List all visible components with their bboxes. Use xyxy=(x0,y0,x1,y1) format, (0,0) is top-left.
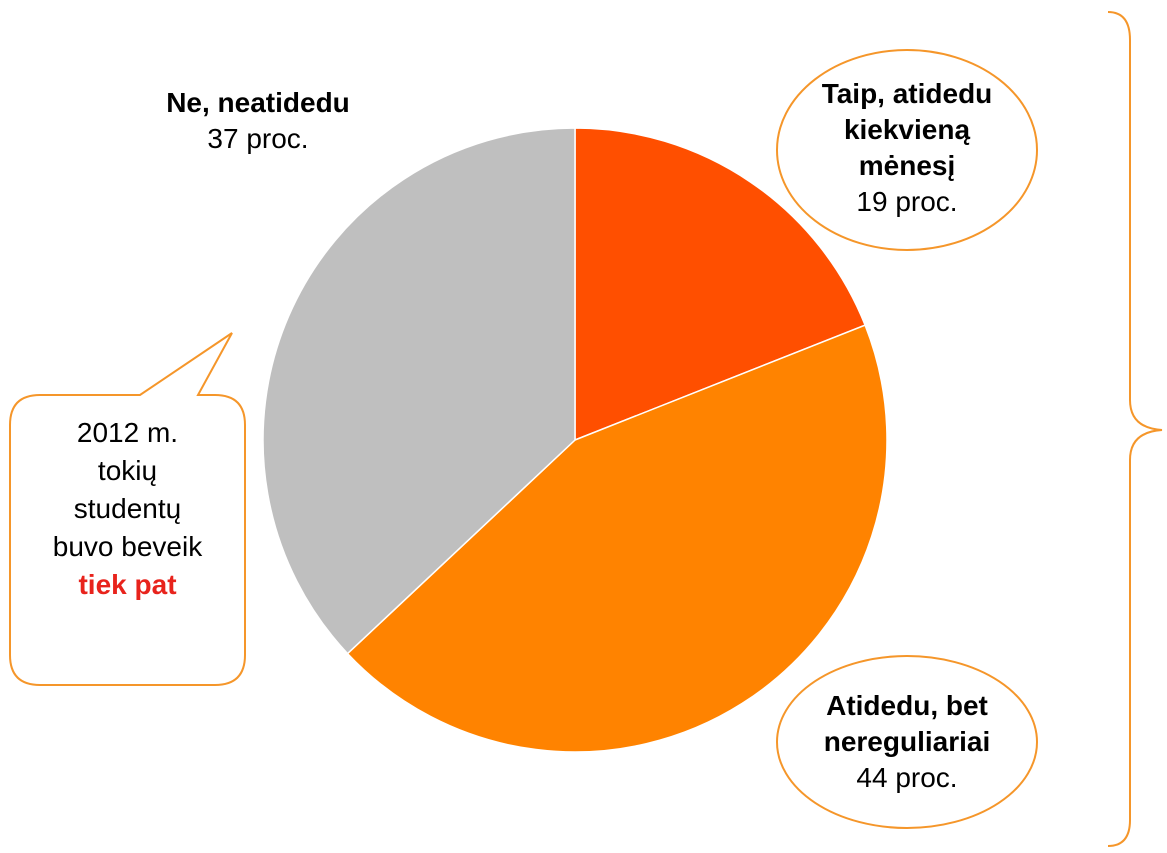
category-label: Taip, atidedu kiekvieną mėnesį xyxy=(821,78,993,181)
label-ellipse xyxy=(776,49,1038,251)
brace xyxy=(1107,11,1163,847)
category-label: Atidedu, bet nereguliariai xyxy=(823,690,991,757)
annotation-highlight: tiek pat xyxy=(78,569,177,600)
pie-slice xyxy=(262,127,576,655)
pie xyxy=(262,127,888,753)
value-label: 44 proc. xyxy=(856,762,958,793)
pie-slice xyxy=(346,324,888,753)
slice-label: Taip, atidedu kiekvieną mėnesį 19 proc. xyxy=(787,76,1027,220)
callout xyxy=(9,332,246,686)
pie-slice xyxy=(574,127,867,442)
value-label: 19 proc. xyxy=(856,186,958,217)
label-ellipse xyxy=(776,655,1038,829)
slice-label: Atidedu, bet nereguliariai 44 proc. xyxy=(787,688,1027,796)
annotation: 2012 m. tokių studentų buvo beveik tiek … xyxy=(45,414,210,604)
value-label: 37 proc. xyxy=(207,123,309,154)
category-label: Ne, neatidedu xyxy=(166,87,350,118)
slice-label: Ne, neatidedu 37 proc. xyxy=(158,85,358,157)
annotation-text: 2012 m. tokių studentų buvo beveik xyxy=(52,417,203,562)
